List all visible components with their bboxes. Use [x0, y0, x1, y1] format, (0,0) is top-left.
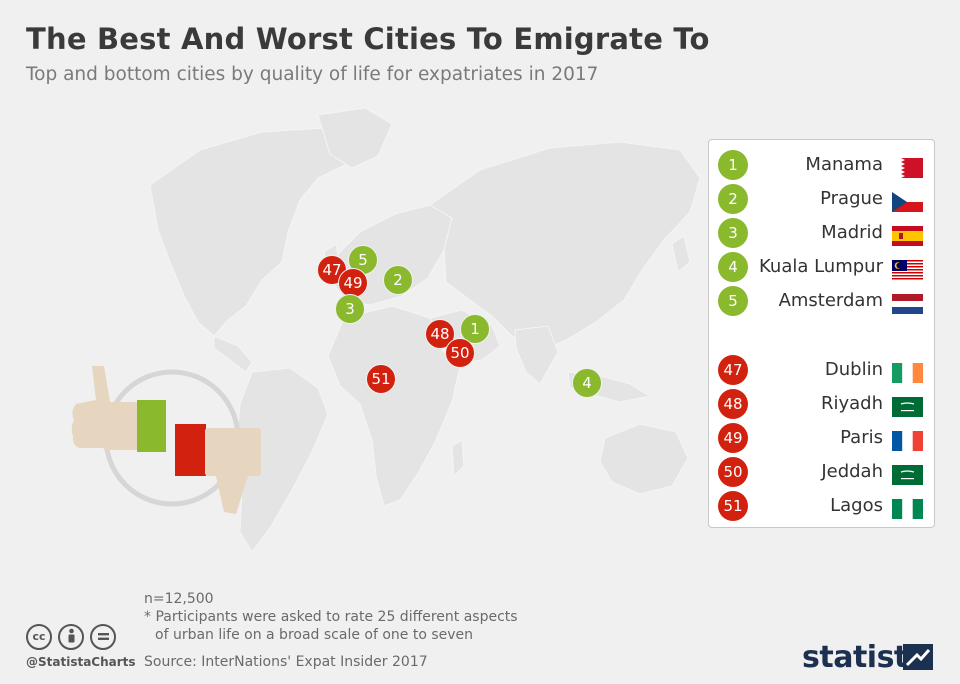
rank-badge: 5 — [718, 286, 748, 316]
pin-rank-3: 3 — [335, 294, 365, 324]
person-icon — [68, 628, 74, 643]
city-name: Amsterdam — [778, 290, 883, 311]
legend-row-kuala-lumpur: 4 Kuala Lumpur — [709, 250, 934, 282]
madagascar-landmass — [451, 439, 465, 478]
pin-rank-4: 4 — [572, 368, 602, 398]
bahrain-flag-icon — [892, 158, 923, 178]
pin-rank-48: 48 — [425, 319, 455, 349]
equals-icon — [97, 633, 109, 640]
twitter-handle[interactable]: @StatistaCharts — [26, 655, 136, 669]
by-icon[interactable] — [58, 624, 84, 650]
thumbs-up-icon — [71, 366, 166, 452]
rank-badge: 51 — [718, 491, 748, 521]
legend-row-riyadh: 48 Riyadh — [709, 387, 934, 419]
pin-rank-50: 50 — [445, 338, 475, 368]
nd-icon[interactable] — [90, 624, 116, 650]
legend-row-dublin: 47 Dublin — [709, 353, 934, 385]
greenland-landmass — [317, 107, 393, 169]
north-america-landmass — [149, 127, 353, 337]
rank-badge: 50 — [718, 457, 748, 487]
saudi-flag-icon — [892, 397, 923, 417]
city-name: Kuala Lumpur — [759, 256, 883, 277]
legend-row-lagos: 51 Lagos — [709, 489, 934, 521]
japan-landmass — [671, 235, 691, 273]
sample-size-note: n=12,500 — [144, 591, 214, 607]
rank-badge: 47 — [718, 355, 748, 385]
city-name: Dublin — [824, 359, 883, 380]
czech-flag-icon — [892, 192, 923, 212]
cc-icon[interactable]: cc — [26, 624, 52, 650]
spain-flag-icon — [892, 226, 923, 246]
rank-badge: 3 — [718, 218, 748, 248]
pin-rank-2: 2 — [383, 265, 413, 295]
city-name: Madrid — [821, 222, 883, 243]
malaysia-flag-icon — [892, 260, 923, 280]
legend-row-paris: 49 Paris — [709, 421, 934, 453]
nigeria-flag-icon — [892, 499, 923, 519]
chart-title: The Best And Worst Cities To Emigrate To — [26, 22, 710, 56]
city-name: Riyadh — [820, 393, 883, 414]
saudi-flag-icon — [892, 465, 923, 485]
france-flag-icon — [892, 431, 923, 451]
chart-subtitle: Top and bottom cities by quality of life… — [26, 64, 599, 85]
india-landmass — [514, 325, 559, 385]
legend-row-manama: 1 Manama — [709, 148, 934, 180]
legend-row-prague: 2 Prague — [709, 182, 934, 214]
city-name: Jeddah — [821, 461, 883, 482]
legend-row-amsterdam: 5 Amsterdam — [709, 284, 934, 316]
australia-landmass — [599, 423, 689, 495]
city-name: Lagos — [830, 495, 883, 516]
city-name: Paris — [840, 427, 883, 448]
statista-logo-icon — [903, 644, 933, 670]
rank-badge: 1 — [718, 150, 748, 180]
pin-rank-49: 49 — [338, 268, 368, 298]
city-name: Manama — [805, 154, 883, 175]
method-note-line1: * Participants were asked to rate 25 dif… — [144, 609, 518, 625]
thumbs-down-icon — [175, 424, 261, 514]
legend-row-madrid: 3 Madrid — [709, 216, 934, 248]
source-note: Source: InterNations' Expat Insider 2017 — [144, 654, 428, 670]
asia-landmass — [429, 141, 701, 353]
rank-badge: 49 — [718, 423, 748, 453]
central-america-landmass — [213, 335, 253, 373]
city-name: Prague — [820, 188, 883, 209]
netherlands-flag-icon — [892, 294, 923, 314]
method-note-line2: of urban life on a broad scale of one to… — [155, 627, 474, 643]
rank-badge: 2 — [718, 184, 748, 214]
rank-badge: 4 — [718, 252, 748, 282]
legend-row-jeddah: 50 Jeddah — [709, 455, 934, 487]
ireland-flag-icon — [892, 363, 923, 383]
ranking-legend: 1 Manama 2 Prague 3 Madrid 4 Kuala Lumpu… — [708, 139, 935, 528]
pin-rank-51: 51 — [366, 364, 396, 394]
rank-badge: 48 — [718, 389, 748, 419]
